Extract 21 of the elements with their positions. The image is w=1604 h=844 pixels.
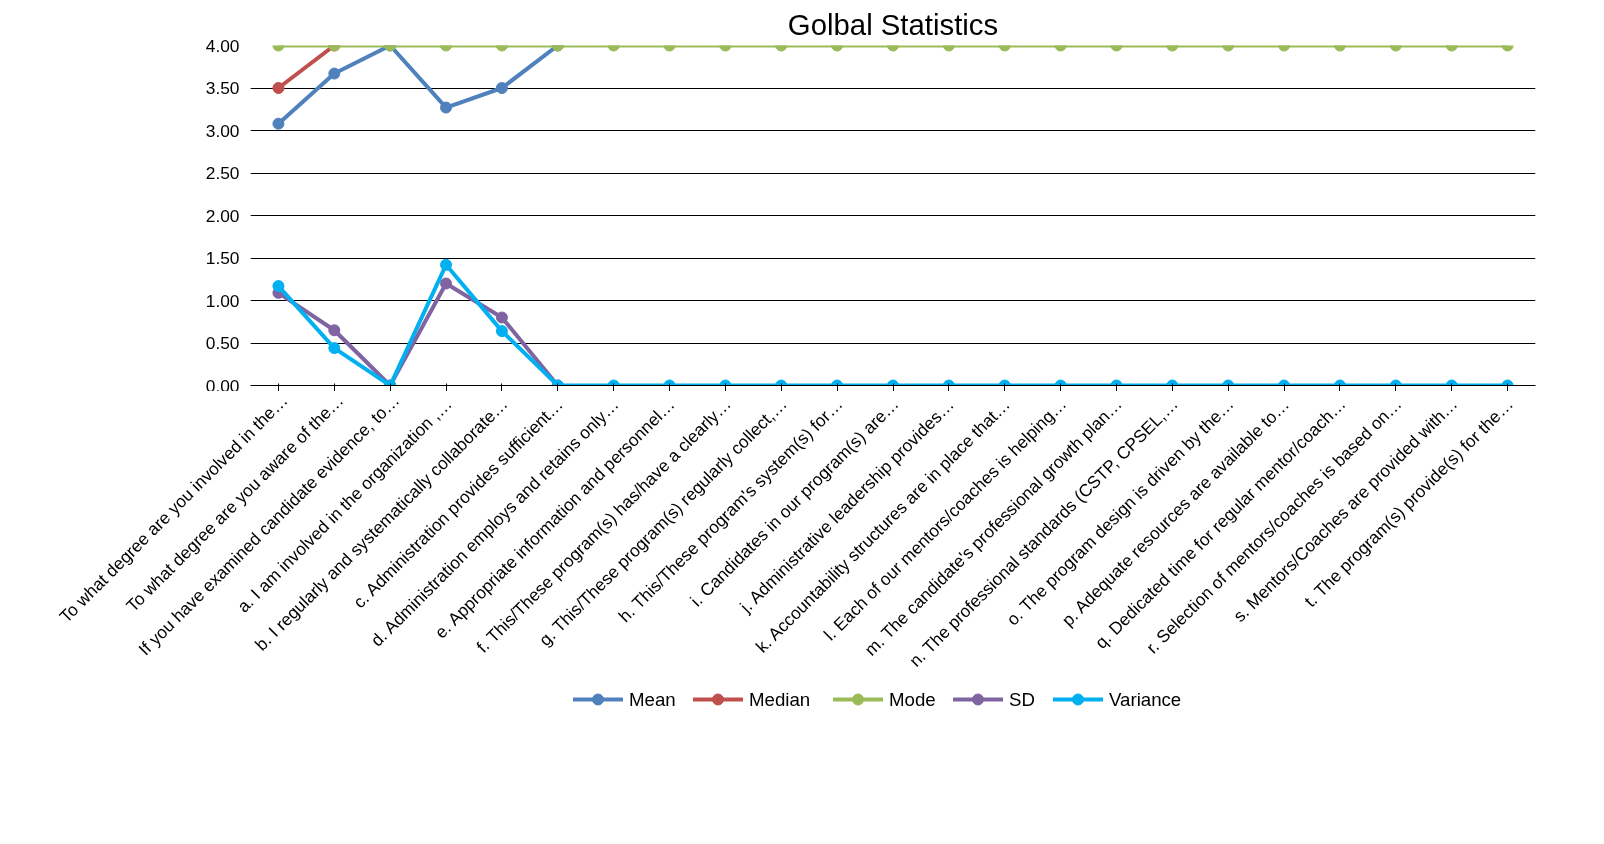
point: [495, 311, 508, 324]
point: [440, 101, 453, 114]
y-tick-label: 0.50: [205, 333, 240, 353]
legend-label: SD: [1009, 689, 1035, 710]
y-tick-label: 4.00: [205, 35, 240, 56]
y-tick-label: 1.00: [205, 290, 240, 311]
point: [440, 277, 453, 290]
y-tick-label: 0.00: [205, 375, 240, 396]
point: [272, 280, 285, 293]
legend-label: Mode: [889, 689, 936, 710]
y-tick-label: 1.50: [205, 248, 240, 268]
chart-title: Golbal Statistics: [787, 7, 999, 41]
y-tick-label: 2.00: [205, 205, 240, 226]
y-tick-label: 2.50: [205, 163, 240, 183]
point: [272, 117, 285, 130]
y-tick-label: 3.50: [205, 78, 240, 98]
point: [440, 258, 453, 271]
legend-label: Variance: [1109, 689, 1182, 710]
y-tick-label: 3.00: [205, 120, 240, 141]
legend-label: Median: [749, 689, 811, 710]
legend-label: Mean: [629, 689, 676, 710]
